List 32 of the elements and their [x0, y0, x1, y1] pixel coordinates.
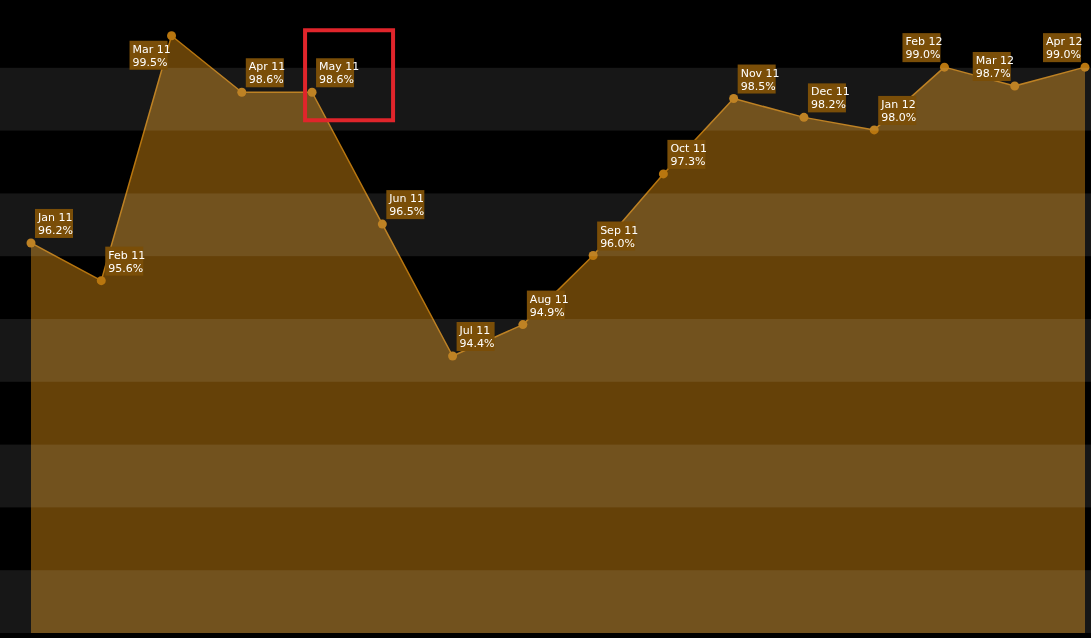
data-label: Jun 11 96.5% — [388, 192, 425, 219]
point — [939, 62, 949, 72]
data-label: Apr 12 99.0% — [1046, 35, 1083, 62]
data-label: Sep 11 96.0% — [600, 223, 639, 250]
point — [237, 87, 247, 97]
data-label: Oct 11 97.3% — [670, 141, 707, 168]
point — [448, 351, 458, 361]
data-label: Jan 11 96.2% — [37, 210, 73, 237]
data-label: May 11 98.6% — [319, 60, 360, 87]
data-label: Jul 11 94.4% — [458, 323, 495, 350]
point — [518, 320, 528, 330]
data-label: Mar 11 99.5% — [132, 42, 171, 69]
point — [799, 112, 809, 122]
data-label: Jan 12 98.0% — [880, 97, 917, 124]
point — [729, 94, 739, 104]
point — [307, 87, 317, 97]
point — [588, 251, 598, 261]
data-label: Apr 11 98.6% — [248, 60, 286, 87]
data-label: Nov 11 98.5% — [740, 66, 780, 93]
point — [26, 238, 36, 248]
data-label: Dec 11 98.2% — [810, 85, 850, 112]
point — [1080, 62, 1090, 72]
point — [869, 125, 879, 135]
point — [1010, 81, 1020, 91]
data-label: Mar 12 98.7% — [975, 53, 1014, 80]
point — [96, 276, 106, 286]
point — [167, 31, 177, 41]
data-label: Aug 11 94.9% — [529, 292, 569, 319]
data-label: Feb 12 99.0% — [905, 35, 943, 62]
point — [658, 169, 668, 179]
point — [377, 219, 387, 229]
data-label: Feb 11 95.6% — [108, 248, 146, 275]
